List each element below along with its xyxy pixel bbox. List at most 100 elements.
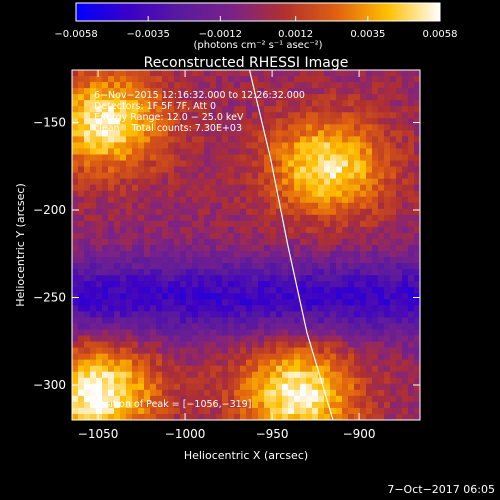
heatmap-cell — [222, 178, 229, 186]
heatmap-cell — [258, 383, 265, 391]
heatmap-cell — [252, 196, 259, 204]
heatmap-cell — [348, 214, 355, 222]
heatmap-cell — [180, 130, 187, 137]
heatmap-cell — [378, 317, 385, 325]
heatmap-cell — [294, 94, 301, 101]
heatmap-cell — [144, 269, 151, 276]
heatmap-cell — [114, 245, 121, 252]
heatmap-cell — [192, 395, 199, 403]
heatmap-cell — [282, 281, 289, 288]
heatmap-cell — [162, 377, 169, 385]
heatmap-cell — [180, 226, 187, 234]
heatmap-cell — [324, 106, 331, 113]
heatmap-cell — [288, 371, 295, 379]
heatmap-cell — [156, 377, 163, 385]
heatmap-cell — [222, 118, 229, 125]
heatmap-cell — [384, 232, 391, 240]
heatmap-cell — [78, 76, 85, 83]
heatmap-cell — [348, 118, 355, 125]
heatmap-cell — [234, 287, 241, 294]
heatmap-cell — [312, 287, 319, 294]
heatmap-cell — [312, 347, 319, 355]
heatmap-cell — [348, 130, 355, 137]
heatmap-cell — [108, 202, 115, 210]
heatmap-cell — [276, 365, 283, 373]
heatmap-cell — [240, 287, 247, 294]
heatmap-cell — [246, 371, 253, 379]
heatmap-cell — [72, 100, 79, 107]
heatmap-cell — [162, 275, 169, 282]
heatmap-cell — [102, 106, 109, 113]
heatmap-cell — [162, 365, 169, 373]
heatmap-cell — [174, 299, 181, 306]
heatmap-cell — [402, 130, 409, 137]
heatmap-cell — [252, 413, 259, 420]
heatmap-cell — [108, 389, 115, 397]
heatmap-cell — [240, 226, 247, 234]
heatmap-cell — [144, 389, 151, 397]
heatmap-cell — [246, 208, 253, 216]
heatmap-cell — [318, 100, 325, 107]
heatmap-cell — [396, 196, 403, 204]
heatmap-cell — [84, 184, 91, 192]
heatmap-cell — [336, 305, 343, 312]
heatmap-cell — [306, 293, 313, 300]
heatmap-cell — [402, 269, 409, 276]
heatmap-cell — [258, 190, 265, 198]
heatmap-cell — [342, 413, 349, 420]
heatmap-cell — [192, 347, 199, 355]
heatmap-cell — [342, 269, 349, 276]
heatmap-cell — [276, 184, 283, 192]
heatmap-cell — [198, 238, 205, 246]
heatmap-cell — [360, 172, 367, 180]
heatmap-cell — [120, 257, 127, 264]
heatmap-cell — [168, 377, 175, 385]
heatmap-cell — [156, 287, 163, 294]
heatmap-cell — [222, 365, 229, 373]
heatmap-cell — [252, 88, 259, 95]
heatmap-cell — [180, 407, 187, 415]
heatmap-cell — [408, 269, 415, 276]
heatmap-cell — [324, 353, 331, 361]
heatmap-cell — [180, 232, 187, 240]
heatmap-cell — [324, 383, 331, 391]
heatmap-cell — [120, 82, 127, 89]
heatmap-cell — [72, 263, 79, 270]
heatmap-cell — [180, 202, 187, 210]
heatmap-cell — [360, 329, 367, 337]
heatmap-cell — [288, 287, 295, 294]
heatmap-cell — [378, 413, 385, 420]
heatmap-cell — [228, 142, 235, 150]
heatmap-cell — [246, 293, 253, 300]
heatmap-cell — [396, 220, 403, 228]
heatmap-cell — [72, 407, 79, 415]
heatmap-cell — [342, 293, 349, 300]
heatmap-cell — [402, 299, 409, 306]
heatmap-cell — [408, 299, 415, 306]
heatmap-cell — [114, 88, 121, 95]
heatmap-cell — [288, 299, 295, 306]
heatmap-cell — [186, 112, 193, 119]
heatmap-cell — [276, 160, 283, 168]
heatmap-cell — [204, 377, 211, 385]
heatmap-cell — [72, 347, 79, 355]
heatmap-cell — [120, 341, 127, 349]
heatmap-cell — [414, 377, 420, 385]
heatmap-cell — [156, 341, 163, 349]
heatmap-cell — [276, 76, 283, 83]
heatmap-cell — [222, 190, 229, 198]
heatmap-cell — [360, 293, 367, 300]
heatmap-cell — [258, 214, 265, 222]
heatmap-cell — [354, 251, 361, 258]
heatmap-cell — [186, 323, 193, 331]
heatmap-cell — [72, 142, 79, 150]
heatmap-cell — [240, 305, 247, 312]
heatmap-cell — [132, 196, 139, 204]
heatmap-cell — [360, 317, 367, 325]
heatmap-cell — [180, 196, 187, 204]
heatmap-cell — [336, 232, 343, 240]
heatmap-cell — [216, 317, 223, 325]
heatmap-cell — [330, 245, 337, 252]
heatmap-cell — [228, 88, 235, 95]
heatmap-cell — [402, 257, 409, 264]
